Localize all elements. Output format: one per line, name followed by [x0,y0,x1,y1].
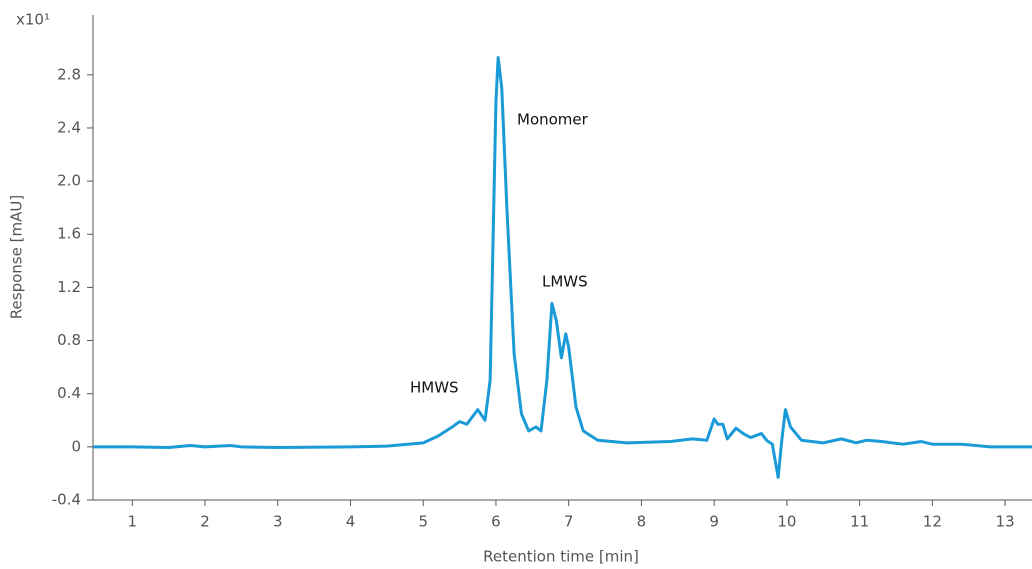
peak-annotation: HMWS [410,379,459,397]
y-tick-label: 1.2 [57,278,81,296]
scale-label: x10¹ [16,11,50,29]
x-tick-label: 1 [128,513,138,531]
peak-annotation: LMWS [542,273,588,291]
x-tick-label: 4 [346,513,356,531]
y-tick-label: 0.8 [57,331,81,349]
x-tick-label: 7 [564,513,574,531]
y-tick-label: 0.4 [57,384,81,402]
x-tick-label: 12 [923,513,942,531]
x-tick-label: 6 [491,513,501,531]
x-tick-label: 13 [996,513,1015,531]
x-axis-label: Retention time [min] [483,548,639,566]
x-tick-label: 5 [418,513,428,531]
x-tick-label: 11 [850,513,869,531]
x-tick-label: 3 [273,513,283,531]
peak-annotation: Monomer [517,111,589,129]
x-tick-label: 8 [637,513,647,531]
y-axis-label: Response [mAU] [8,195,26,319]
y-tick-label: 1.6 [57,225,81,243]
chromatogram-line [93,56,1032,479]
x-tick-label: 9 [709,513,719,531]
y-tick-label: 0 [71,437,81,455]
x-tick-label: 2 [200,513,210,531]
y-tick-label: 2.4 [57,118,81,136]
y-tick-label: -0.4 [52,491,81,509]
y-tick-label: 2.0 [57,172,81,190]
x-tick-label: 10 [777,513,796,531]
y-tick-label: 2.8 [57,65,81,83]
